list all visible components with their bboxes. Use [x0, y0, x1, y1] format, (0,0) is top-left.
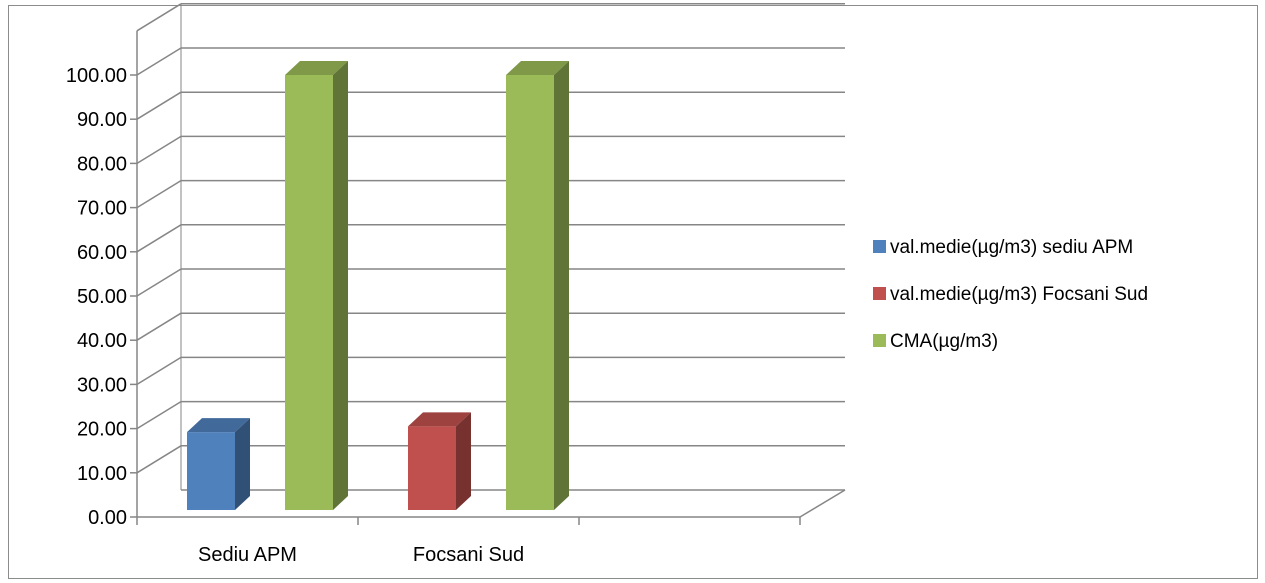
bar: [187, 418, 250, 510]
bar-front: [408, 426, 456, 510]
bar-top: [408, 412, 471, 427]
gridline-side: [136, 47, 182, 76]
bar-side: [333, 61, 348, 510]
gridlines: [136, 3, 845, 491]
legend-label: CMA(µg/m3): [890, 331, 998, 352]
y-tick-label: 50.00: [77, 286, 127, 308]
gridline-side: [136, 445, 182, 474]
y-tick-label: 90.00: [77, 109, 127, 131]
y-tick-label: 70.00: [77, 198, 127, 220]
y-tick-label: 0.00: [88, 507, 127, 529]
legend: val.medie(µg/m3) sediu APM val.medie(µg/m…: [873, 237, 1148, 352]
bar-front: [285, 75, 333, 510]
bar-front: [187, 432, 235, 510]
legend-swatch: [873, 240, 886, 253]
bar-front: [506, 75, 554, 510]
bar: [506, 61, 569, 510]
y-tick-label: 100.00: [66, 65, 127, 87]
bar: [285, 61, 348, 510]
y-tick-label: 40.00: [77, 330, 127, 352]
gridline-side: [136, 356, 182, 386]
legend-swatch: [873, 287, 886, 300]
gridline-side: [136, 400, 182, 430]
x-tick-label: Sediu APM: [198, 544, 297, 566]
legend-swatch: [873, 334, 886, 347]
gridline-side: [136, 224, 182, 253]
bar-top: [506, 61, 569, 75]
floor-right-edge: [799, 489, 846, 518]
y-tick-label: 10.00: [77, 463, 127, 485]
gridline-side: [136, 312, 182, 341]
y-tick-label: 20.00: [77, 419, 127, 441]
legend-label: val.medie(µg/m3) sediu APM: [890, 237, 1133, 258]
bar-side: [235, 418, 250, 510]
gridline-side: [136, 3, 182, 32]
bar-side: [554, 61, 569, 510]
axis-labels: 0.00 10.00 20.00 30.00 40.00 50.00 60.00 70.00 8…: [66, 65, 524, 566]
gridline-side: [136, 179, 182, 209]
gridline-side: [136, 91, 182, 120]
y-tick-label: 80.00: [77, 153, 127, 175]
bar-side: [456, 412, 471, 510]
y-tick-label: 30.00: [77, 374, 127, 396]
bar: [408, 412, 471, 510]
legend-label: val.medie(µg/m3) Focsani Sud: [890, 284, 1148, 305]
x-tick-label: Focsani Sud: [413, 544, 524, 566]
axes: [130, 30, 846, 525]
y-tick-label: 60.00: [77, 242, 127, 264]
bar-top: [285, 61, 348, 75]
gridline-side: [136, 268, 182, 297]
gridline-side: [136, 135, 182, 165]
bars: [187, 61, 569, 510]
bar-top: [187, 418, 250, 433]
